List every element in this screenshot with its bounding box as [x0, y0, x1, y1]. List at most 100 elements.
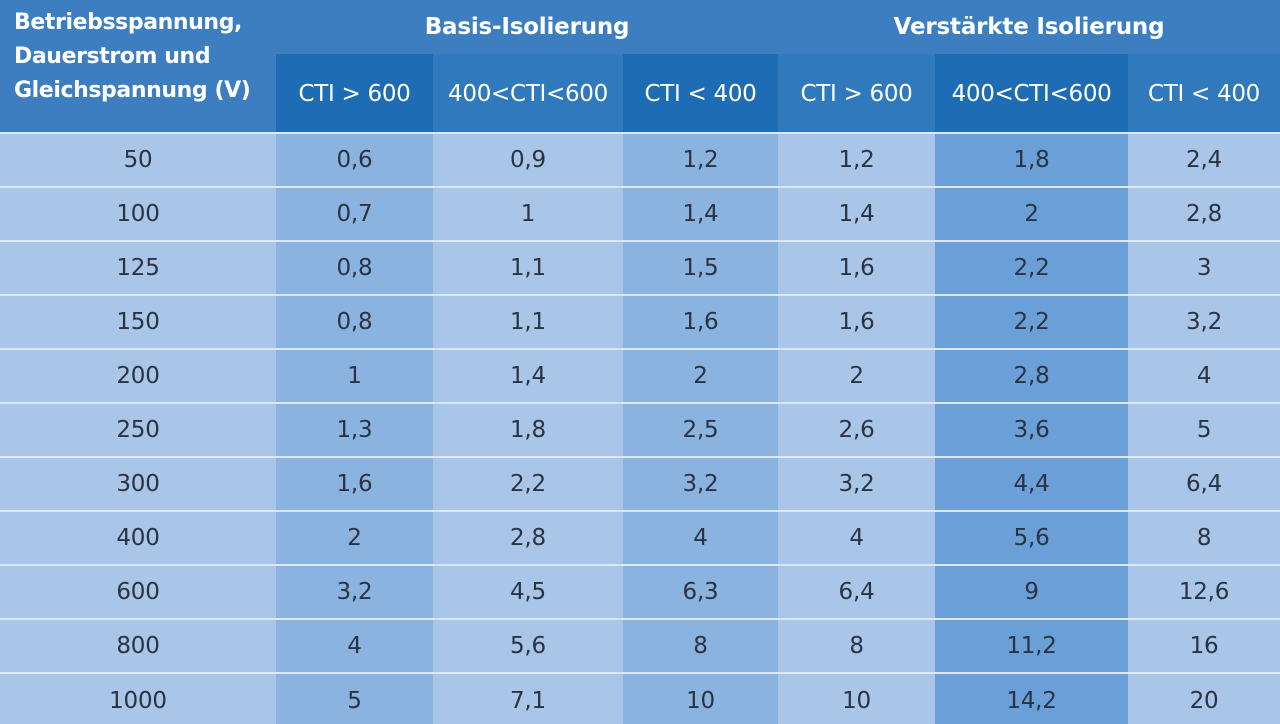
- value-cell: 2,2: [433, 456, 623, 511]
- value-cell: 2,8: [433, 510, 623, 565]
- value-cell: 0,8: [276, 240, 433, 295]
- value-cell: 1,8: [433, 402, 623, 457]
- voltage-cell: 1000: [0, 672, 276, 724]
- value-cell: 2,2: [935, 240, 1129, 295]
- value-cell: 5: [276, 672, 433, 724]
- value-cell: 10: [623, 672, 779, 724]
- value-cell: 1,3: [276, 402, 433, 457]
- value-cell: 1,6: [623, 294, 779, 349]
- subcolumn-header: 400<CTI<600: [433, 54, 623, 133]
- value-cell: 3,2: [1128, 294, 1280, 349]
- value-cell: 1,1: [433, 294, 623, 349]
- value-cell: 1,4: [433, 348, 623, 403]
- table-row: 300 1,6 2,2 3,2 3,2 4,4 6,4: [0, 456, 1280, 511]
- subcolumn-header: CTI < 400: [623, 54, 779, 133]
- corner-label-line: Dauerstrom und: [14, 44, 211, 69]
- group-header-basis: Basis-Isolierung: [276, 0, 779, 54]
- value-cell: 6,4: [778, 564, 936, 619]
- group-header-verstaerkt: Verstärkte Isolierung: [778, 0, 1280, 54]
- value-cell: 14,2: [935, 672, 1129, 724]
- value-cell: 4: [778, 510, 936, 565]
- value-cell: 5,6: [935, 510, 1129, 565]
- value-cell: 1,8: [935, 132, 1129, 187]
- value-cell: 1,4: [623, 186, 779, 241]
- voltage-cell: 200: [0, 348, 276, 403]
- value-cell: 2: [778, 348, 936, 403]
- value-cell: 6,4: [1128, 456, 1280, 511]
- value-cell: 1,4: [778, 186, 936, 241]
- corner-label-line: Gleichspannung (V): [14, 78, 251, 103]
- value-cell: 2: [935, 186, 1129, 241]
- voltage-cell: 50: [0, 132, 276, 187]
- value-cell: 0,8: [276, 294, 433, 349]
- value-cell: 4: [623, 510, 779, 565]
- value-cell: 2,8: [935, 348, 1129, 403]
- value-cell: 5,6: [433, 618, 623, 673]
- value-cell: 3,2: [778, 456, 936, 511]
- value-cell: 5: [1128, 402, 1280, 457]
- value-cell: 4: [1128, 348, 1280, 403]
- value-cell: 12,6: [1128, 564, 1280, 619]
- subcolumn-header: CTI < 400: [1128, 54, 1280, 133]
- value-cell: 1,1: [433, 240, 623, 295]
- subcolumn-header: 400<CTI<600: [935, 54, 1129, 133]
- value-cell: 0,6: [276, 132, 433, 187]
- value-cell: 2,5: [623, 402, 779, 457]
- voltage-cell: 150: [0, 294, 276, 349]
- value-cell: 7,1: [433, 672, 623, 724]
- table-row: 125 0,8 1,1 1,5 1,6 2,2 3: [0, 240, 1280, 295]
- table-row: 400 2 2,8 4 4 5,6 8: [0, 510, 1280, 565]
- table-header: Betriebsspannung, Dauerstrom und Gleichs…: [0, 0, 1280, 133]
- value-cell: 2,8: [1128, 186, 1280, 241]
- table-row: 50 0,6 0,9 1,2 1,2 1,8 2,4: [0, 132, 1280, 187]
- corner-label-line: Betriebsspannung,: [14, 10, 243, 35]
- value-cell: 1: [276, 348, 433, 403]
- value-cell: 11,2: [935, 618, 1129, 673]
- voltage-cell: 125: [0, 240, 276, 295]
- table-row: 800 4 5,6 8 8 11,2 16: [0, 618, 1280, 673]
- value-cell: 2,4: [1128, 132, 1280, 187]
- voltage-cell: 250: [0, 402, 276, 457]
- value-cell: 3,2: [623, 456, 779, 511]
- table-body: 50 0,6 0,9 1,2 1,2 1,8 2,4 100 0,7 1 1,4 1,4 2 2,8 1…: [0, 132, 1280, 724]
- table-row: 250 1,3 1,8 2,5 2,6 3,6 5: [0, 402, 1280, 457]
- value-cell: 1,6: [778, 240, 936, 295]
- value-cell: 4: [276, 618, 433, 673]
- value-cell: 16: [1128, 618, 1280, 673]
- subcolumn-header: CTI > 600: [778, 54, 936, 133]
- value-cell: 0,7: [276, 186, 433, 241]
- value-cell: 8: [778, 618, 936, 673]
- value-cell: 8: [623, 618, 779, 673]
- table-row: 1000 5 7,1 10 10 14,2 20: [0, 672, 1280, 724]
- value-cell: 2,2: [935, 294, 1129, 349]
- value-cell: 9: [935, 564, 1129, 619]
- value-cell: 1,6: [276, 456, 433, 511]
- table-row: 100 0,7 1 1,4 1,4 2 2,8: [0, 186, 1280, 241]
- value-cell: 1: [433, 186, 623, 241]
- value-cell: 2: [623, 348, 779, 403]
- value-cell: 2,6: [778, 402, 936, 457]
- value-cell: 6,3: [623, 564, 779, 619]
- value-cell: 1,5: [623, 240, 779, 295]
- subcolumn-header: CTI > 600: [276, 54, 433, 133]
- value-cell: 4,4: [935, 456, 1129, 511]
- voltage-column-header: Betriebsspannung, Dauerstrom und Gleichs…: [0, 0, 276, 133]
- voltage-cell: 400: [0, 510, 276, 565]
- value-cell: 1,2: [778, 132, 936, 187]
- value-cell: 3,6: [935, 402, 1129, 457]
- value-cell: 10: [778, 672, 936, 724]
- value-cell: 4,5: [433, 564, 623, 619]
- value-cell: 3: [1128, 240, 1280, 295]
- voltage-cell: 300: [0, 456, 276, 511]
- value-cell: 1,2: [623, 132, 779, 187]
- value-cell: 8: [1128, 510, 1280, 565]
- value-cell: 20: [1128, 672, 1280, 724]
- voltage-cell: 800: [0, 618, 276, 673]
- header-subcolumn-row: CTI > 600 400<CTI<600 CTI < 400 CTI > 60…: [0, 54, 1280, 133]
- value-cell: 2: [276, 510, 433, 565]
- table-row: 200 1 1,4 2 2 2,8 4: [0, 348, 1280, 403]
- table-row: 600 3,2 4,5 6,3 6,4 9 12,6: [0, 564, 1280, 619]
- header-group-row: Betriebsspannung, Dauerstrom und Gleichs…: [0, 0, 1280, 133]
- voltage-cell: 600: [0, 564, 276, 619]
